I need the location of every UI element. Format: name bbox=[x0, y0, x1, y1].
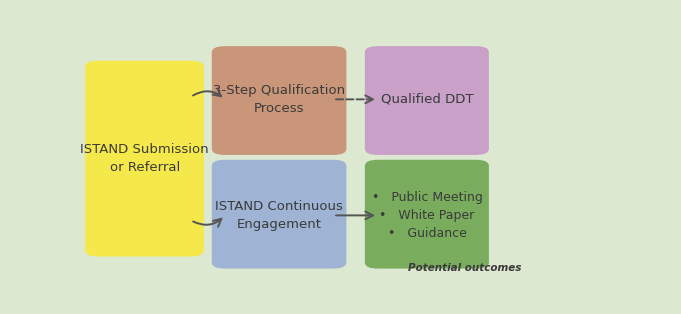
FancyBboxPatch shape bbox=[212, 46, 347, 155]
FancyBboxPatch shape bbox=[85, 61, 204, 257]
FancyBboxPatch shape bbox=[365, 160, 489, 268]
Text: 3-Step Qualification
Process: 3-Step Qualification Process bbox=[213, 84, 345, 115]
FancyBboxPatch shape bbox=[365, 46, 489, 155]
FancyBboxPatch shape bbox=[212, 160, 347, 268]
Text: Potential outcomes: Potential outcomes bbox=[409, 263, 522, 273]
Text: ISTAND Continuous
Engagement: ISTAND Continuous Engagement bbox=[215, 200, 343, 231]
Text: •   Public Meeting
•   White Paper
•   Guidance: • Public Meeting • White Paper • Guidanc… bbox=[372, 191, 483, 240]
Text: Qualified DDT: Qualified DDT bbox=[381, 93, 473, 106]
Text: ISTAND Submission
or Referral: ISTAND Submission or Referral bbox=[80, 143, 209, 174]
